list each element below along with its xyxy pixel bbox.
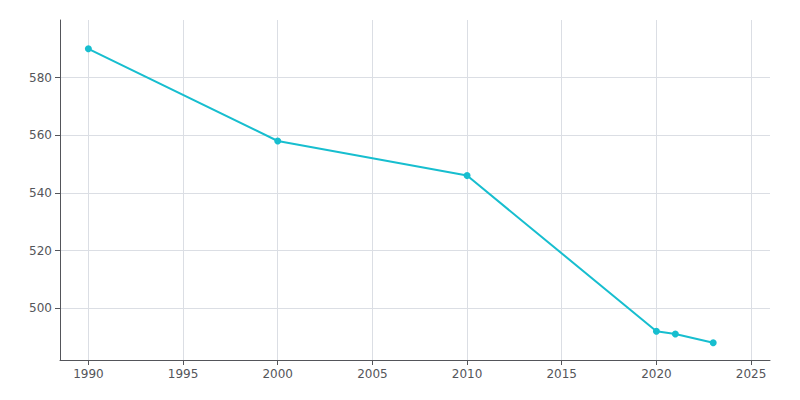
svg-text:540: 540 <box>29 186 52 200</box>
svg-text:560: 560 <box>29 128 52 142</box>
svg-text:2015: 2015 <box>546 367 577 381</box>
svg-text:520: 520 <box>29 244 52 258</box>
svg-text:1990: 1990 <box>73 367 104 381</box>
svg-text:1995: 1995 <box>168 367 199 381</box>
svg-text:2010: 2010 <box>452 367 483 381</box>
svg-text:2025: 2025 <box>736 367 767 381</box>
svg-text:500: 500 <box>29 301 52 315</box>
svg-text:2005: 2005 <box>357 367 388 381</box>
svg-text:2000: 2000 <box>262 367 293 381</box>
svg-text:2020: 2020 <box>641 367 672 381</box>
svg-text:580: 580 <box>29 71 52 85</box>
